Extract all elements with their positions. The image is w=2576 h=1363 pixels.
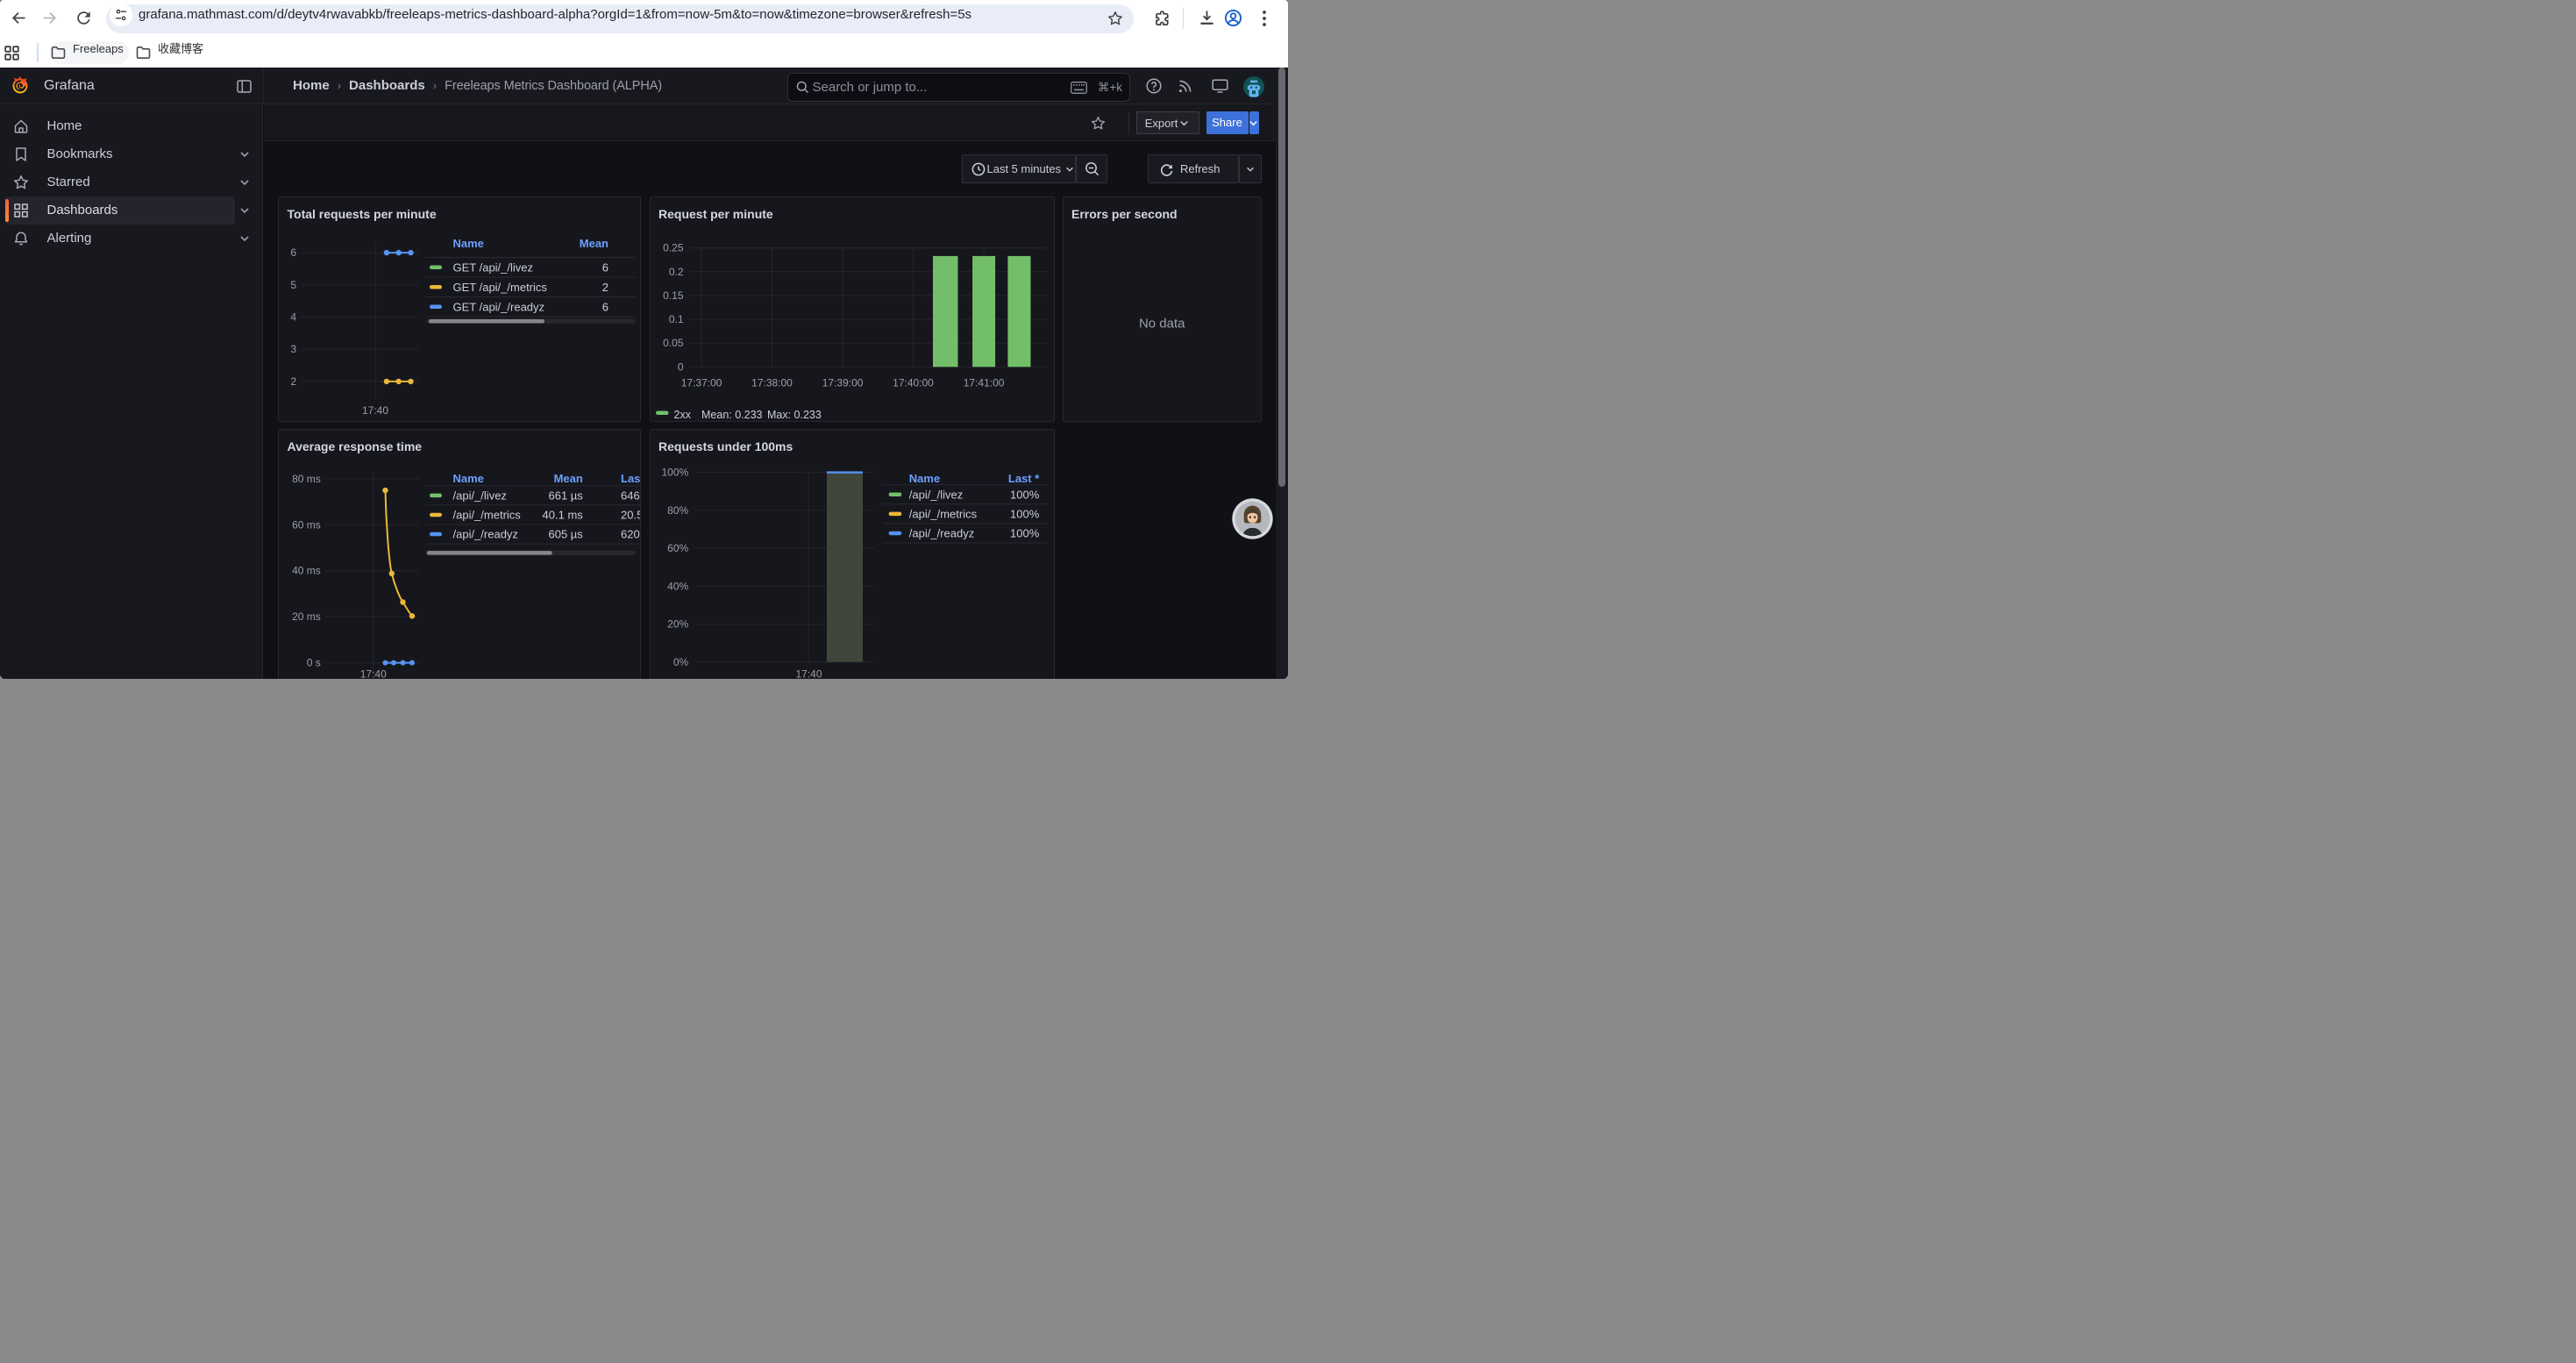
svg-text:Request per minute: Request per minute [658, 207, 773, 221]
svg-text:2xx: 2xx [673, 409, 691, 421]
svg-text:17:40: 17:40 [795, 668, 822, 679]
svg-text:17:38:00: 17:38:00 [751, 376, 793, 389]
svg-text:Mean: Mean [579, 237, 608, 250]
svg-text:0%: 0% [672, 656, 688, 668]
svg-text:0.15: 0.15 [663, 289, 684, 301]
svg-text:Last *: Last * [621, 472, 641, 485]
svg-text:40%: 40% [667, 581, 688, 593]
svg-text:GET /api/_/metrics: GET /api/_/metrics [452, 280, 547, 293]
svg-text:2: 2 [290, 375, 296, 387]
svg-text:605 µs: 605 µs [548, 528, 583, 541]
svg-text:0: 0 [677, 360, 683, 373]
svg-text:Mean: Mean [553, 472, 582, 485]
svg-text:3: 3 [290, 343, 296, 355]
svg-text:40 ms: 40 ms [292, 565, 321, 577]
svg-text:17:37:00: 17:37:00 [680, 376, 722, 389]
svg-text:60%: 60% [667, 542, 688, 554]
svg-text:20.5 ms: 20.5 ms [621, 509, 641, 522]
svg-text:100%: 100% [661, 467, 688, 479]
svg-text:40.1 ms: 40.1 ms [542, 509, 583, 522]
svg-text:20 ms: 20 ms [292, 611, 321, 624]
svg-text:620 µs: 620 µs [621, 528, 641, 541]
svg-text:GET /api/_/livez: GET /api/_/livez [452, 260, 533, 274]
svg-text:/api/_/livez: /api/_/livez [908, 489, 962, 502]
svg-text:Name: Name [908, 472, 939, 485]
svg-text:80 ms: 80 ms [292, 473, 321, 485]
svg-text:100%: 100% [1010, 527, 1040, 540]
svg-text:17:40: 17:40 [361, 404, 388, 417]
svg-text:/api/_/metrics: /api/_/metrics [452, 509, 521, 522]
svg-text:646 µs: 646 µs [621, 489, 641, 503]
svg-text:Average response time: Average response time [287, 439, 422, 453]
svg-text:17:41:00: 17:41:00 [963, 376, 1004, 389]
svg-text:17:40: 17:40 [359, 668, 386, 679]
svg-text:17:40:00: 17:40:00 [893, 376, 934, 389]
svg-text:6: 6 [601, 260, 608, 274]
svg-text:5: 5 [290, 278, 296, 290]
svg-text:Name: Name [452, 472, 483, 485]
svg-text:0.25: 0.25 [663, 241, 684, 253]
svg-text:No data: No data [1139, 316, 1185, 331]
svg-text:Total requests per minute: Total requests per minute [287, 207, 436, 221]
svg-text:/api/_/readyz: /api/_/readyz [452, 528, 517, 541]
svg-text:661 µs: 661 µs [548, 489, 583, 503]
svg-text:Errors per second: Errors per second [1071, 207, 1178, 221]
svg-text:6: 6 [290, 246, 296, 259]
svg-text:0 s: 0 s [306, 657, 320, 669]
svg-text:GET /api/_/readyz: GET /api/_/readyz [452, 300, 544, 313]
svg-text:Last *: Last * [1007, 472, 1039, 485]
svg-text:4: 4 [290, 310, 296, 323]
svg-text:Name: Name [452, 237, 483, 250]
svg-text:100%: 100% [1010, 489, 1040, 502]
svg-text:100%: 100% [1010, 508, 1040, 521]
svg-text:80%: 80% [667, 504, 688, 517]
svg-text:/api/_/livez: /api/_/livez [452, 489, 506, 503]
svg-text:2: 2 [601, 280, 608, 293]
svg-text:Mean: 0.233: Mean: 0.233 [701, 409, 763, 421]
svg-text:Max: 0.233: Max: 0.233 [767, 409, 822, 421]
svg-text:60 ms: 60 ms [292, 519, 321, 532]
svg-text:17:39:00: 17:39:00 [822, 376, 863, 389]
svg-text:20%: 20% [667, 618, 688, 631]
svg-text:0.1: 0.1 [668, 313, 683, 325]
svg-text:/api/_/metrics: /api/_/metrics [908, 508, 977, 521]
svg-text:0.05: 0.05 [663, 337, 684, 349]
svg-text:6: 6 [601, 300, 608, 313]
svg-text:Requests under 100ms: Requests under 100ms [658, 439, 793, 453]
svg-text:0.2: 0.2 [668, 265, 683, 277]
svg-text:/api/_/readyz: /api/_/readyz [908, 527, 973, 540]
